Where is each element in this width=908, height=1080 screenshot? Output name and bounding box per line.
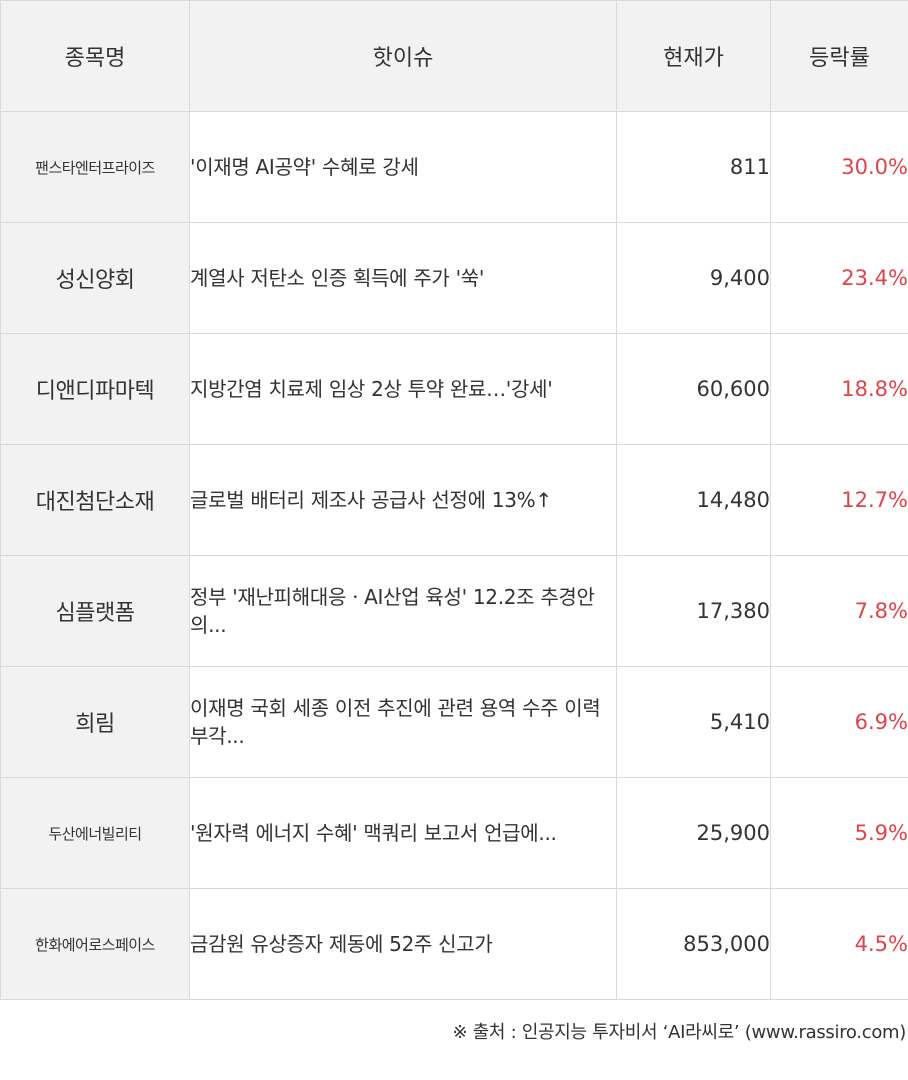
- stock-name: 팬스타엔터프라이즈: [0, 111, 190, 223]
- hot-issue-table: 종목명 핫이슈 현재가 등락률 팬스타엔터프라이즈 '이재명 AI공약' 수혜로…: [0, 0, 908, 1000]
- table-row: 성신양회 계열사 저탄소 인증 획득에 주가 '쑥' 9,400 23.4%: [0, 222, 908, 334]
- stock-name: 대진첨단소재: [0, 444, 190, 556]
- change-rate: 7.8%: [770, 555, 908, 667]
- table-row: 심플랫폼 정부 '재난피해대응ㆍAI산업 육성' 12.2조 추경안 의... …: [0, 555, 908, 667]
- hot-issue-text: 정부 '재난피해대응ㆍAI산업 육성' 12.2조 추경안 의...: [189, 555, 617, 667]
- stock-name: 희림: [0, 666, 190, 778]
- header-change-rate: 등락률: [770, 0, 908, 112]
- change-rate: 6.9%: [770, 666, 908, 778]
- change-rate: 5.9%: [770, 777, 908, 889]
- hot-issue-text: 지방간염 치료제 임상 2상 투약 완료…'강세': [189, 333, 617, 445]
- current-price: 5,410: [616, 666, 771, 778]
- hot-issue-text: '원자력 에너지 수혜' 맥쿼리 보고서 언급에...: [189, 777, 617, 889]
- stock-name: 디앤디파마텍: [0, 333, 190, 445]
- stock-name: 두산에너빌리티: [0, 777, 190, 889]
- current-price: 853,000: [616, 888, 771, 1000]
- stock-name: 심플랫폼: [0, 555, 190, 667]
- stock-name: 성신양회: [0, 222, 190, 334]
- change-rate: 23.4%: [770, 222, 908, 334]
- table-row: 팬스타엔터프라이즈 '이재명 AI공약' 수혜로 강세 811 30.0%: [0, 111, 908, 223]
- table-header-row: 종목명 핫이슈 현재가 등락률: [0, 0, 908, 112]
- hot-issue-text: 금감원 유상증자 제동에 52주 신고가: [189, 888, 617, 1000]
- change-rate: 18.8%: [770, 333, 908, 445]
- header-hot-issue: 핫이슈: [189, 0, 617, 112]
- table-row: 희림 이재명 국회 세종 이전 추진에 관련 용역 수주 이력 부각... 5,…: [0, 666, 908, 778]
- header-stock-name: 종목명: [0, 0, 190, 112]
- hot-issue-text: 이재명 국회 세종 이전 추진에 관련 용역 수주 이력 부각...: [189, 666, 617, 778]
- source-credit: ※ 출처 : 인공지능 투자비서 ‘AI라씨로’ (www.rassiro.co…: [452, 1022, 906, 1043]
- current-price: 25,900: [616, 777, 771, 889]
- change-rate: 12.7%: [770, 444, 908, 556]
- current-price: 811: [616, 111, 771, 223]
- table-row: 대진첨단소재 글로벌 배터리 제조사 공급사 선정에 13%↑ 14,480 1…: [0, 444, 908, 556]
- hot-issue-text: 글로벌 배터리 제조사 공급사 선정에 13%↑: [189, 444, 617, 556]
- current-price: 17,380: [616, 555, 771, 667]
- current-price: 14,480: [616, 444, 771, 556]
- change-rate: 30.0%: [770, 111, 908, 223]
- current-price: 9,400: [616, 222, 771, 334]
- table-row: 두산에너빌리티 '원자력 에너지 수혜' 맥쿼리 보고서 언급에... 25,9…: [0, 777, 908, 889]
- hot-issue-text: 계열사 저탄소 인증 획득에 주가 '쑥': [189, 222, 617, 334]
- table-row: 디앤디파마텍 지방간염 치료제 임상 2상 투약 완료…'강세' 60,600 …: [0, 333, 908, 445]
- stock-name: 한화에어로스페이스: [0, 888, 190, 1000]
- change-rate: 4.5%: [770, 888, 908, 1000]
- table-row: 한화에어로스페이스 금감원 유상증자 제동에 52주 신고가 853,000 4…: [0, 888, 908, 1000]
- current-price: 60,600: [616, 333, 771, 445]
- hot-issue-text: '이재명 AI공약' 수혜로 강세: [189, 111, 617, 223]
- header-current-price: 현재가: [616, 0, 771, 112]
